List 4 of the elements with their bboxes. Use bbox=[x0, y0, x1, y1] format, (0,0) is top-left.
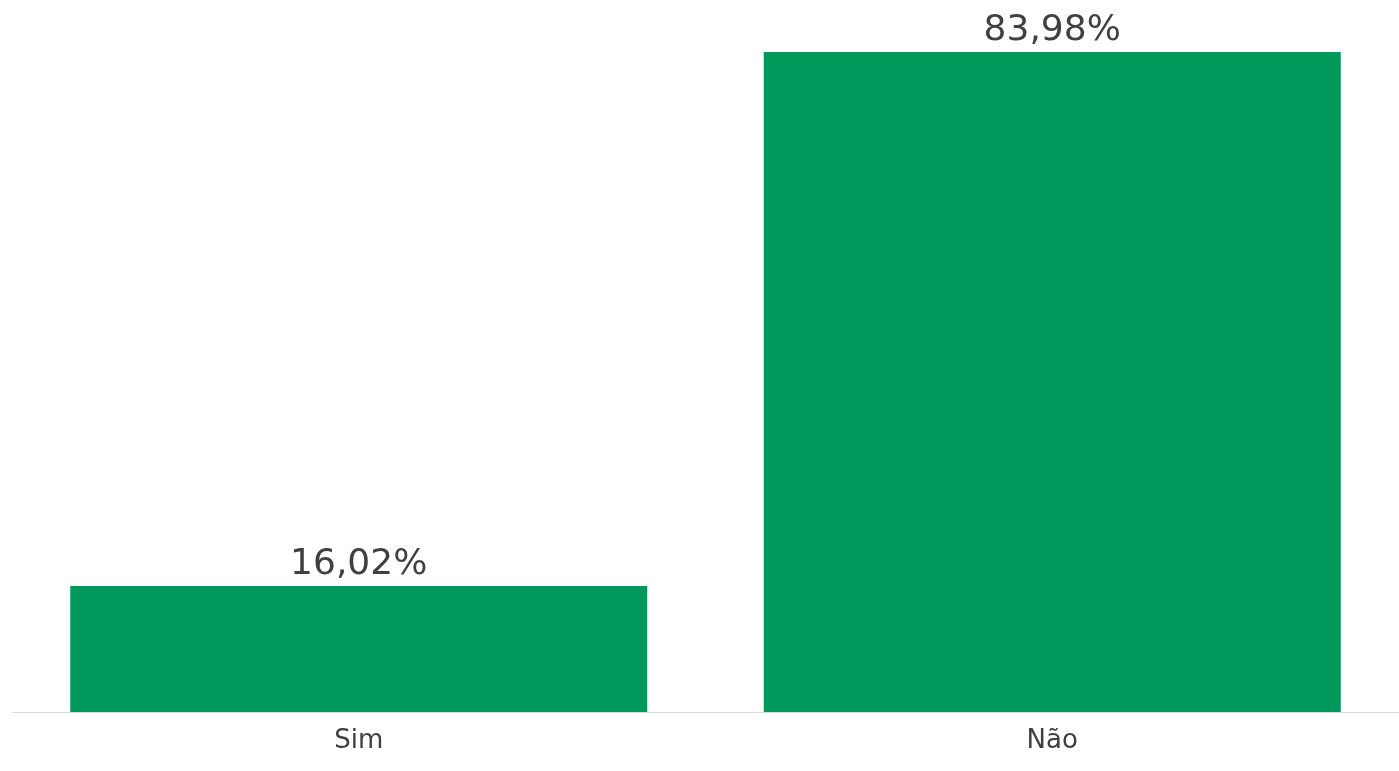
data-label: 16,02% bbox=[290, 541, 428, 583]
data-label: 83,98% bbox=[983, 7, 1121, 48]
x-tick-label: Não bbox=[1026, 723, 1078, 754]
x-tick-label: Sim bbox=[334, 723, 384, 754]
